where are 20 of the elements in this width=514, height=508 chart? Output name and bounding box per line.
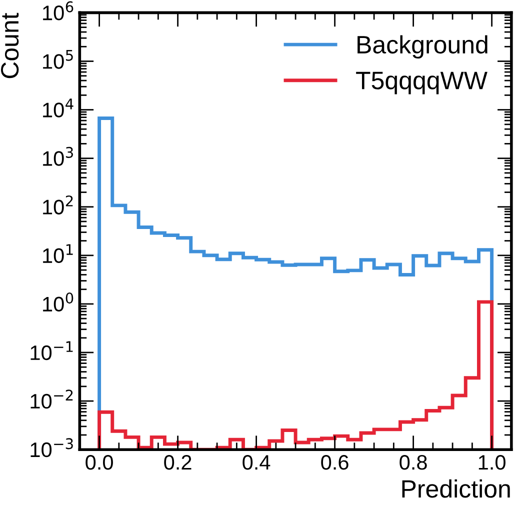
x-tick-label: 1.0 — [478, 454, 506, 470]
y-tick-label: 10$^{4}$ — [43, 98, 74, 118]
y-tick-label: 10$^{3}$ — [43, 146, 73, 166]
y-tick-label: 10$^{1}$ — [43, 244, 73, 264]
y-tick-label: 10$^{−3}$ — [30, 438, 73, 458]
x-tick-label: 0.6 — [321, 454, 348, 470]
y-tick-label: 10$^{2}$ — [43, 195, 73, 214]
y-tick-label: 10$^{0}$ — [43, 292, 74, 312]
x-tick-label: 0.2 — [164, 454, 192, 470]
y-tick-label: 10$^{6}$ — [43, 1, 74, 20]
y-tick-label: 10$^{−1}$ — [30, 341, 73, 360]
x-tick-label: 0.4 — [242, 454, 270, 470]
x-tick-label: 0.0 — [86, 454, 113, 470]
y-tick-label: 10$^{5}$ — [43, 50, 73, 69]
y-axis-title: Count — [0, 12, 19, 78]
y-tick-label: 10$^{−2}$ — [30, 390, 73, 409]
x-tick-label: 0.8 — [400, 454, 427, 470]
legend-label: Background — [358, 35, 488, 59]
legend-label: T5qqqqWW — [356, 72, 488, 94]
x-axis-title: Prediction — [402, 479, 510, 498]
